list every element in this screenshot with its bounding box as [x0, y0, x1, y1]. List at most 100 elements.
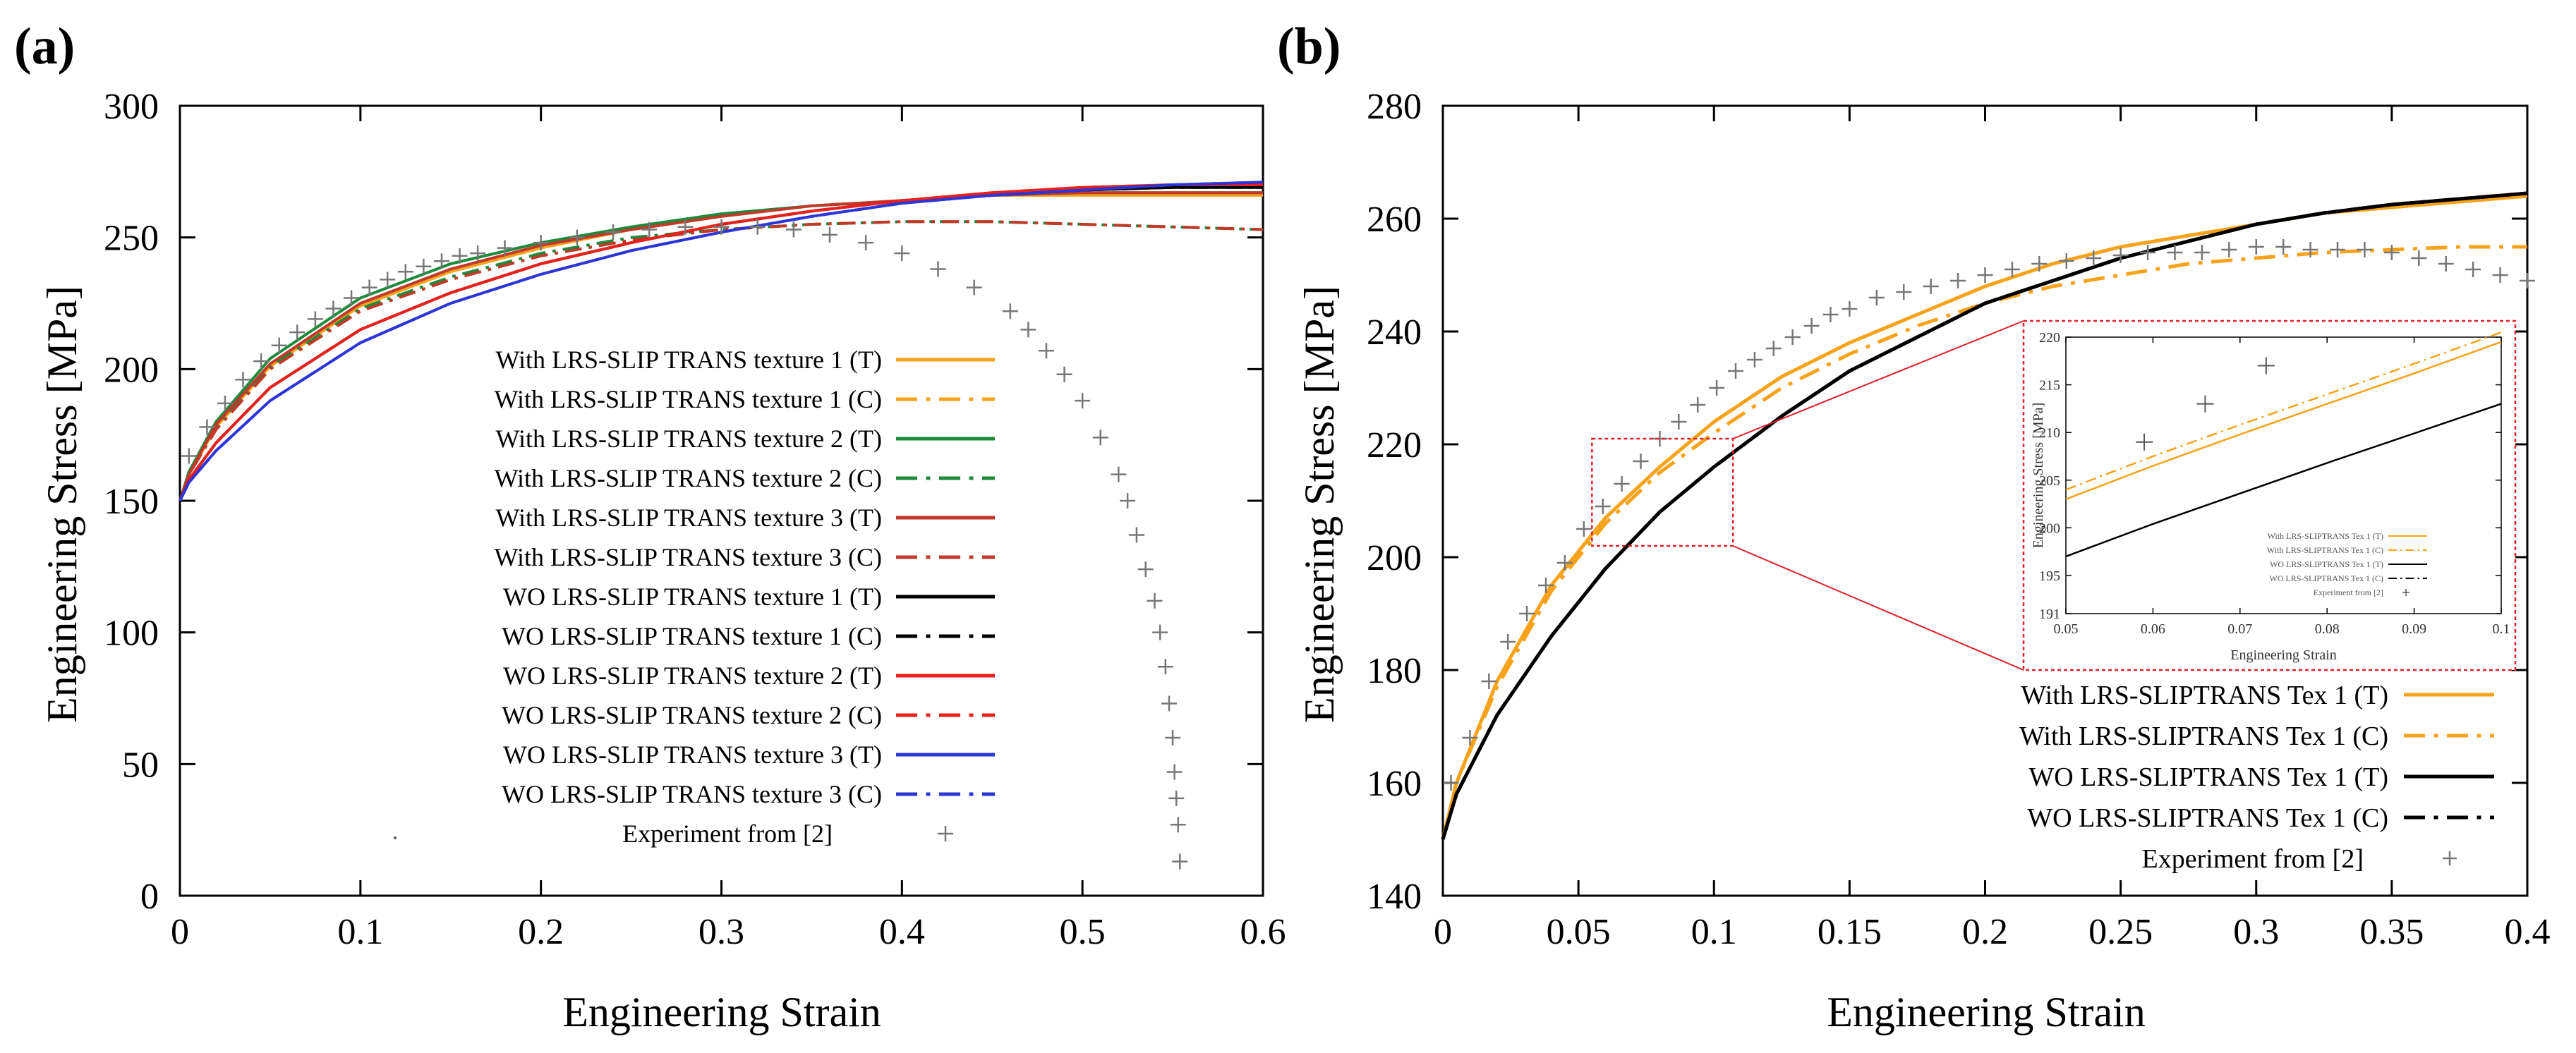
panel-b-experiment-marker	[2221, 242, 2237, 257]
panel-a-experiment-marker	[271, 337, 287, 353]
panel-a-y-axis-title: Engineering Stress [MPa]	[39, 286, 85, 723]
panel-a-y-tick-label: 150	[104, 482, 159, 522]
panel-a-chart: 0 0.1 0.2 0.3 0.4 0.5 0.6 0 50 100 150 200 250 300 Wit…	[104, 87, 1286, 952]
panel-a-experiment-marker	[1075, 393, 1091, 409]
panel-b-experiment-marker	[1443, 775, 1459, 791]
panel-b-y-tick-label: 280	[1367, 87, 1422, 127]
panel-a-y-tick-label: 250	[104, 219, 159, 259]
panel-b-experiment-marker	[2058, 253, 2074, 269]
panel-a-experiment-marker	[1002, 303, 1018, 319]
panel-b-legend-marker	[2443, 851, 2457, 865]
panel-a-experiment-marker	[416, 258, 432, 274]
panel-b-legend-label: WO LRS-SLIPTRANS Tex 1 (T)	[2028, 762, 2388, 792]
panel-b-series-line-4	[1441, 191, 2528, 840]
panel-b-experiment-marker	[2112, 248, 2129, 263]
panel-b-experiment-marker	[2520, 273, 2535, 288]
inset-series-line-2	[2065, 331, 2502, 491]
panel-a-experiment-marker	[253, 353, 270, 370]
panel-a-experiment-marker	[1166, 764, 1183, 780]
panel-b-experiment-marker	[2438, 256, 2454, 272]
panel-b-legend-label: With LRS-SLIPTRANS Tex 1 (C)	[2019, 722, 2388, 751]
panel-b-experiment-marker	[2383, 245, 2400, 260]
panel-b-experiment-marker	[1538, 578, 1554, 593]
panel-a-x-tick-label: 0.3	[699, 912, 744, 952]
panel-a-legend-label: With LRS-SLIP TRANS texture 3 (C)	[494, 543, 882, 571]
panel-b-y-tick-label: 180	[1367, 651, 1422, 691]
panel-a-legend-label: WO LRS-SLIP TRANS texture 3 (C)	[502, 780, 882, 808]
inset-y-tick-label: 195	[2039, 568, 2060, 584]
panel-a-legend-label: With LRS-SLIP TRANS texture 2 (T)	[495, 425, 882, 453]
panel-a-experiment-marker	[497, 240, 513, 256]
panel-a-experiment-marker	[361, 279, 377, 296]
panel-b-zoom-connector	[1732, 320, 2024, 439]
panel-b-zoom-connector	[1732, 545, 2024, 671]
inset-x-tick-label: 0.05	[2054, 621, 2079, 637]
panel-a-experiment-marker	[677, 219, 694, 235]
inset-y-tick-label: 210	[2039, 425, 2060, 441]
panel-a-experiment-marker	[452, 248, 468, 264]
inset-x-tick-label: 0.09	[2402, 621, 2426, 637]
inset-experiment-marker	[2136, 433, 2153, 451]
panel-b-y-tick-label: 200	[1367, 538, 1422, 578]
panel-b-experiment-marker	[2465, 262, 2481, 277]
inset-legend-label: WO LRS-SLIPTRANS Tex 1 (C)	[2269, 573, 2383, 583]
panel-a-y-tick-label: 200	[104, 350, 159, 390]
panel-b-experiment-marker	[1690, 397, 1706, 413]
panel-b-experiment-marker	[1709, 380, 1725, 396]
panel-b-experiment-marker	[1614, 476, 1630, 492]
panel-b-x-axis-title: Engineering Strain	[1827, 989, 2146, 1035]
panel-b-experiment-marker	[1803, 318, 1820, 334]
panel-b-legend-label: Experiment from [2]	[2142, 844, 2364, 874]
panel-a-experiment-marker	[1137, 561, 1154, 578]
panel-b-experiment-marker	[2140, 245, 2156, 260]
panel-a-experiment-marker	[569, 229, 585, 245]
panel-b-experiment-marker	[1842, 301, 1858, 317]
panel-a-legend: With LRS-SLIP TRANS texture 1 (T) With LR…	[394, 346, 995, 848]
panel-b-experiment-marker	[2275, 239, 2292, 255]
panel-b-experiment-marker	[1896, 284, 1912, 300]
panel-a-experiment-marker	[325, 300, 341, 317]
panel-a-experiment-marker	[605, 224, 621, 241]
panel-b-experiment-marker	[2357, 242, 2373, 257]
panel-a-experiment-marker	[199, 419, 215, 435]
panel-b-experiment-marker	[2302, 242, 2318, 257]
panel-a-x-tick-label: 0.4	[879, 912, 925, 952]
panel-b-experiment-marker	[1746, 352, 1762, 367]
panel-b-x-tick-label: 0.05	[1547, 912, 1611, 952]
panel-b-legend-label: WO LRS-SLIPTRANS Tex 1 (C)	[2027, 803, 2388, 833]
panel-b-experiment-marker	[2031, 256, 2048, 272]
panel-a-experiment-marker	[217, 395, 233, 411]
panel-a-experiment-marker	[307, 311, 323, 327]
panel-a-legend-marker	[938, 826, 953, 841]
panel-a-experiment-marker	[1172, 853, 1188, 870]
panel-b-experiment-marker	[2330, 242, 2346, 257]
panel-a-experiment-marker	[785, 221, 802, 238]
inset-legend-label: With LRS-SLIPTRANS Tex 1 (T)	[2268, 531, 2383, 541]
panel-a-legend-label: WO LRS-SLIP TRANS texture 2 (C)	[502, 701, 882, 729]
panel-a-series-line-10	[179, 183, 1263, 501]
inset-legend-label: Experiment from [2]	[2314, 588, 2383, 597]
panel-label-a: (a)	[14, 18, 75, 75]
inset-experiment-marker	[2257, 357, 2275, 375]
panel-a-experiment-marker	[1161, 695, 1177, 712]
inset-y-axis-title: Engineering Stress [MPa]	[2031, 403, 2046, 549]
panel-a-experiment-marker	[1056, 366, 1072, 382]
panel-a-experiment-marker	[749, 219, 766, 235]
panel-b-experiment-marker	[1462, 730, 1478, 745]
panel-a-experiment-marker	[235, 372, 251, 388]
panel-b-experiment-marker	[1500, 634, 1516, 650]
panel-a-experiment-marker	[533, 235, 549, 251]
panel-a-series-line-12	[179, 181, 1264, 501]
panel-a-legend-label: WO LRS-SLIP TRANS texture 1 (T)	[503, 583, 882, 611]
panel-b-inset-chart: 0.05 0.06 0.07 0.08 0.09 0.1 191 195 200 205 210 21…	[2031, 330, 2510, 663]
panel-a-series-line-6	[179, 220, 1264, 501]
panel-b-y-tick-label: 220	[1367, 425, 1422, 465]
panel-a-x-tick-label: 0.6	[1240, 912, 1286, 952]
inset-legend-marker	[2402, 589, 2409, 596]
panel-b-y-tick-label: 140	[1367, 877, 1422, 917]
panel-a-legend-label: With LRS-SLIP TRANS texture 1 (C)	[494, 385, 882, 413]
panel-b-experiment-marker	[1576, 521, 1592, 537]
panel-b-x-tick-label: 0.35	[2359, 912, 2424, 952]
panel-a-legend-label: With LRS-SLIP TRANS texture 3 (T)	[495, 504, 882, 532]
